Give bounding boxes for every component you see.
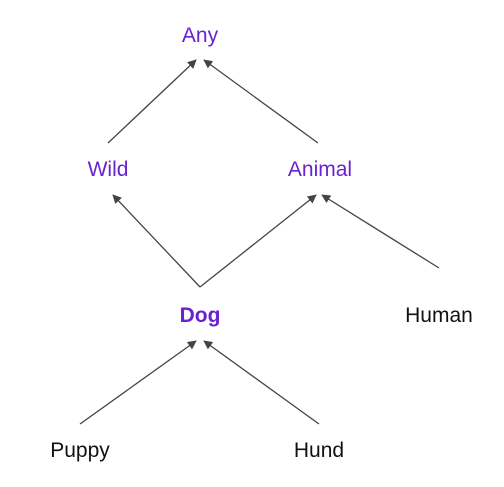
- edge-human-to-animal: [321, 194, 440, 269]
- edge-layer: [79, 59, 440, 425]
- node-animal: Animal: [288, 158, 352, 181]
- node-any: Any: [182, 24, 219, 47]
- node-puppy: Puppy: [50, 439, 110, 462]
- edge-dog-to-wild: [112, 194, 201, 288]
- node-wild: Wild: [88, 158, 129, 181]
- node-layer: Any Wild Animal Dog Human Puppy Hund: [50, 24, 473, 462]
- edge-dog-to-animal: [199, 194, 317, 288]
- node-hund: Hund: [294, 439, 344, 462]
- node-dog: Dog: [180, 304, 221, 327]
- edge-hund-to-dog: [203, 340, 320, 425]
- node-human: Human: [405, 304, 473, 327]
- edge-wild-to-any: [107, 59, 197, 144]
- edge-puppy-to-dog: [79, 340, 197, 425]
- edge-animal-to-any: [203, 59, 319, 144]
